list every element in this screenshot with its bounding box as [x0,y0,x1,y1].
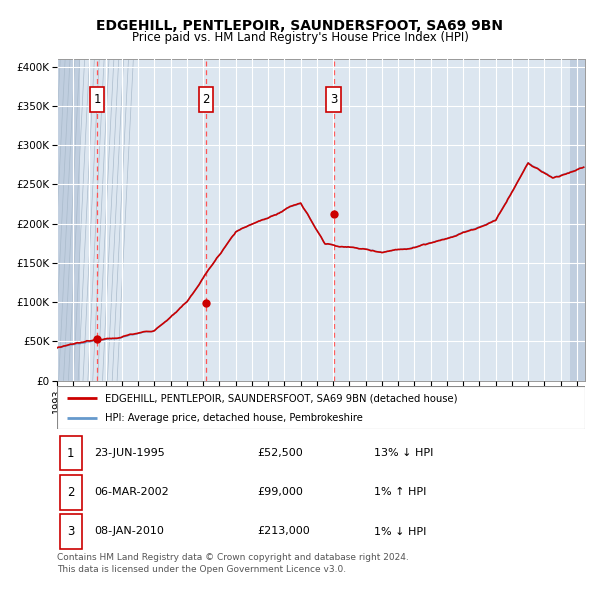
FancyBboxPatch shape [59,436,82,470]
Text: Price paid vs. HM Land Registry's House Price Index (HPI): Price paid vs. HM Land Registry's House … [131,31,469,44]
Text: 1: 1 [67,447,74,460]
Text: 3: 3 [330,93,337,106]
FancyBboxPatch shape [90,87,104,112]
Text: 1% ↑ HPI: 1% ↑ HPI [374,487,426,497]
Text: 2: 2 [67,486,74,499]
FancyBboxPatch shape [199,87,213,112]
Text: 13% ↓ HPI: 13% ↓ HPI [374,448,433,458]
Text: HPI: Average price, detached house, Pembrokeshire: HPI: Average price, detached house, Pemb… [104,413,362,423]
Text: 1% ↓ HPI: 1% ↓ HPI [374,526,426,536]
Text: 1: 1 [94,93,101,106]
Text: 06-MAR-2002: 06-MAR-2002 [94,487,169,497]
FancyBboxPatch shape [59,514,82,549]
Text: Contains HM Land Registry data © Crown copyright and database right 2024.: Contains HM Land Registry data © Crown c… [57,553,409,562]
Text: This data is licensed under the Open Government Licence v3.0.: This data is licensed under the Open Gov… [57,565,346,574]
Text: £52,500: £52,500 [257,448,304,458]
Text: 08-JAN-2010: 08-JAN-2010 [94,526,164,536]
Text: 2: 2 [202,93,210,106]
Text: 23-JUN-1995: 23-JUN-1995 [94,448,165,458]
Text: 3: 3 [67,525,74,538]
Text: £99,000: £99,000 [257,487,304,497]
Text: £213,000: £213,000 [257,526,310,536]
Bar [570,59,586,381]
FancyBboxPatch shape [59,475,82,510]
Text: EDGEHILL, PENTLEPOIR, SAUNDERSFOOT, SA69 9BN (detached house): EDGEHILL, PENTLEPOIR, SAUNDERSFOOT, SA69… [104,394,457,404]
FancyBboxPatch shape [326,87,341,112]
Bar [57,59,80,381]
Text: EDGEHILL, PENTLEPOIR, SAUNDERSFOOT, SA69 9BN: EDGEHILL, PENTLEPOIR, SAUNDERSFOOT, SA69… [97,19,503,33]
